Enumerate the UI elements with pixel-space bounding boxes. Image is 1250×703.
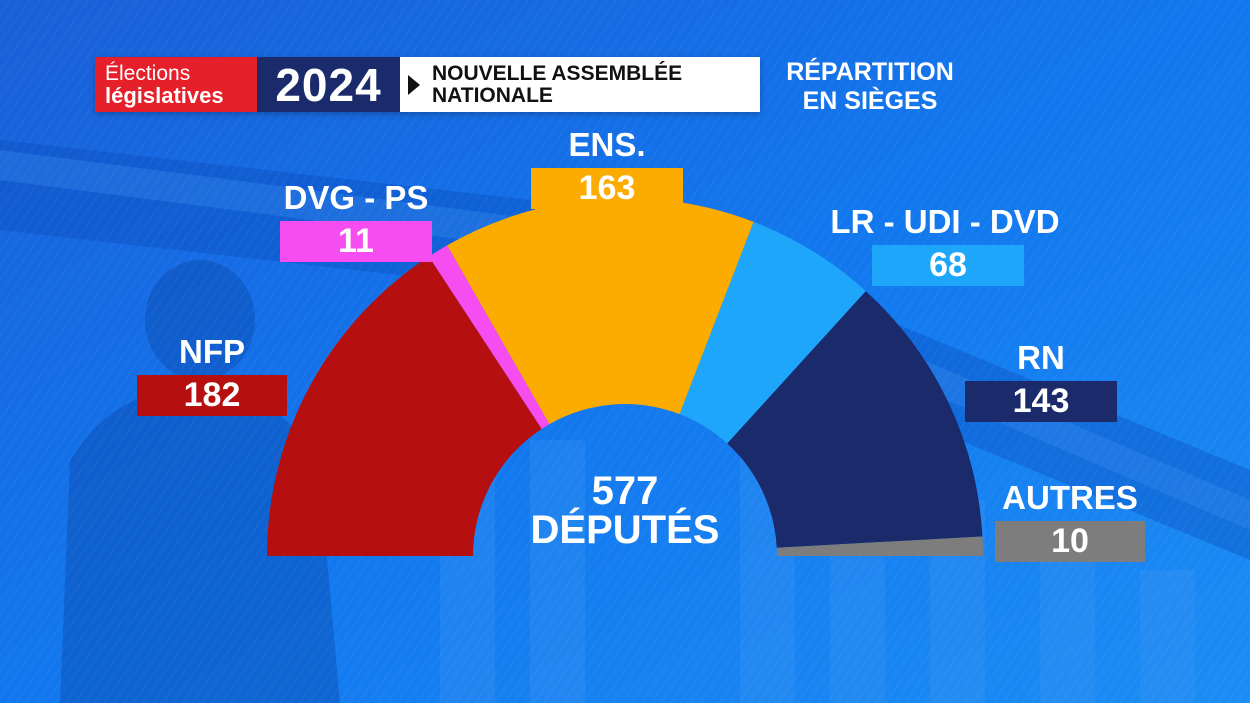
party-label-dvg-ps: DVG - PS 11 <box>280 178 432 262</box>
total-caption: DÉPUTÉS <box>530 508 720 552</box>
party-label-nfp: NFP 182 <box>137 332 287 416</box>
party-name-ens: ENS. <box>568 126 646 163</box>
center-total: 577 DÉPUTÉS <box>505 469 745 552</box>
party-name-rn: RN <box>1017 339 1065 376</box>
party-label-ens: ENS. 163 <box>531 125 683 209</box>
section-title: RÉPARTITION EN SIÈGES <box>770 58 970 116</box>
election-badge: Élections législatives <box>95 57 257 112</box>
seat-segment-lr-udi-dvd <box>679 221 866 444</box>
party-label-autres: AUTRES 10 <box>995 478 1145 562</box>
year-label: 2024 <box>257 57 400 112</box>
party-label-rn: RN 143 <box>965 338 1117 422</box>
seat-segment-autres <box>776 536 983 556</box>
party-name-autres: AUTRES <box>1002 479 1138 516</box>
seat-segment-nfp <box>267 256 542 556</box>
party-seats-autres: 10 <box>995 521 1145 562</box>
subtitle-line-2: NATIONALE <box>432 83 553 107</box>
section-title-line-2: EN SIÈGES <box>802 87 938 115</box>
party-name-lr-udi-dvd: LR - UDI - DVD <box>830 203 1060 240</box>
party-seats-nfp: 182 <box>137 375 287 416</box>
party-label-lr-udi-dvd: LR - UDI - DVD 68 <box>805 202 1085 286</box>
badge-line-1: Élections <box>105 61 191 85</box>
party-seats-dvg-ps: 11 <box>280 221 432 262</box>
seat-segment-rn <box>727 291 983 548</box>
total-seats: 577 <box>591 469 659 513</box>
party-seats-lr-udi-dvd: 68 <box>872 245 1024 286</box>
party-seats-rn: 143 <box>965 381 1117 422</box>
section-title-line-1: RÉPARTITION <box>786 58 954 86</box>
seat-segment-ens <box>447 198 754 425</box>
subtitle: NOUVELLE ASSEMBLÉE NATIONALE <box>432 61 683 107</box>
party-seats-ens: 163 <box>531 168 683 209</box>
subtitle-line-1: NOUVELLE ASSEMBLÉE <box>432 61 683 85</box>
play-arrow-icon <box>408 74 420 95</box>
party-name-dvg-ps: DVG - PS <box>283 179 429 216</box>
seat-segment-dvg-ps <box>428 245 550 429</box>
header-banner: Élections législatives 2024 NOUVELLE ASS… <box>95 57 760 112</box>
subtitle-block: NOUVELLE ASSEMBLÉE NATIONALE <box>400 57 760 112</box>
party-name-nfp: NFP <box>179 333 245 370</box>
badge-line-2: législatives <box>105 82 224 108</box>
